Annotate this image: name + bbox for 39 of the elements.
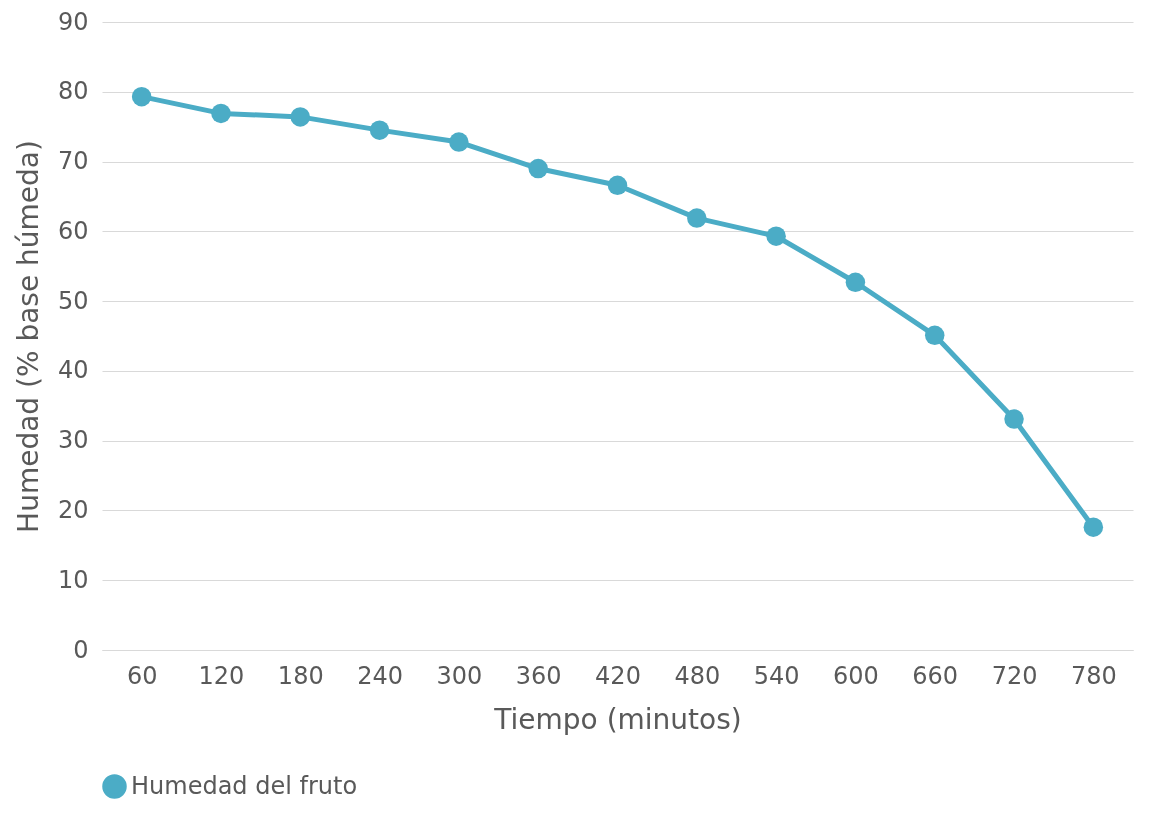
y-tick-label: 40 — [57, 356, 89, 385]
x-tick-label: 540 — [753, 661, 800, 690]
point — [924, 325, 945, 346]
x-tick-label: 120 — [198, 661, 245, 690]
y-tick-label: 30 — [57, 426, 89, 455]
x-tick-label: 180 — [277, 661, 324, 690]
x-tick-label: 240 — [357, 661, 403, 690]
point — [845, 272, 866, 292]
y-tick-label: 90 — [57, 7, 89, 36]
point — [766, 226, 786, 246]
legend-label: Humedad del fruto — [131, 771, 358, 800]
x-tick-label: 600 — [833, 661, 879, 690]
point — [369, 120, 390, 140]
x-tick-label: 60 — [126, 661, 158, 690]
x-tick-label: 360 — [515, 661, 562, 690]
y-tick-label: 80 — [57, 77, 89, 106]
point — [290, 107, 311, 127]
point — [211, 103, 231, 124]
point — [449, 132, 469, 152]
y-tick-label: 70 — [57, 147, 89, 176]
point — [687, 208, 707, 228]
y-tick-label: 60 — [57, 216, 89, 245]
x-tick-label: 480 — [674, 661, 721, 690]
y-tick-label: 20 — [57, 495, 89, 524]
point — [528, 158, 548, 179]
y-tick-label: 50 — [57, 286, 89, 315]
point — [131, 86, 152, 107]
x-axis-title: Tiempo (minutos) — [493, 702, 742, 736]
y-tick-label: 0 — [73, 635, 89, 664]
point — [1004, 409, 1024, 429]
y-tick-label: 10 — [57, 565, 89, 594]
x-tick-label: 720 — [991, 661, 1038, 690]
point — [1083, 517, 1104, 537]
x-tick-label: 300 — [436, 661, 483, 690]
x-tick-label: 420 — [595, 661, 641, 690]
y-axis-title: Humedad (% base húmeda) — [11, 140, 45, 533]
point — [607, 175, 628, 196]
x-tick-label: 780 — [1070, 661, 1117, 690]
x-tick-label: 660 — [912, 661, 959, 690]
